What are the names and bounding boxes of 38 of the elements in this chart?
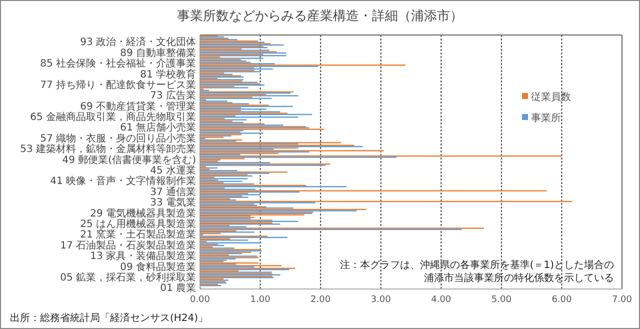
- x-tick-label: 2.00: [310, 295, 331, 305]
- y-tick-label: 17 石油製品・石炭製品製造業: [60, 239, 196, 252]
- y-tick-label: 89 自動車整備業: [120, 46, 196, 59]
- y-tick-label: 93 政治・経済・文化団体: [80, 36, 196, 48]
- y-tick-label: 37 通信業: [150, 186, 196, 198]
- y-tick-label: 57 織物・衣服・身の回り品小売業: [40, 132, 196, 144]
- x-tick-label: 6.00: [552, 295, 572, 305]
- legend-label: 従業員数: [531, 91, 571, 103]
- y-tick-label: 45 水運業: [150, 164, 196, 177]
- y-tick-label: 53 建築材料，鉱物・金属材料等卸売業: [20, 143, 196, 156]
- y-tick-label: 41 映像・音声・文字情報制作業: [50, 175, 196, 188]
- y-tick-label: 01 農業: [160, 282, 196, 294]
- x-tick-label: 3.00: [370, 295, 392, 305]
- y-tick-label: 73 広告業: [150, 90, 196, 102]
- y-tick-label: 13 家具・装備品製造業: [90, 250, 196, 262]
- y-tick-label: 09 食料品製造業: [120, 260, 196, 273]
- chart-title: 事業所数などからみる産業構造・詳細（浦添市）: [177, 8, 463, 24]
- x-tick-label: 0.00: [190, 295, 210, 305]
- annotation: 注：本グラフは、沖縄県の各事業所を基準(＝1)とした場合の: [340, 259, 614, 271]
- x-tick-label: 4.00: [431, 295, 452, 305]
- y-tick-label: 29 電気機械器具製造業: [90, 207, 196, 220]
- y-tick-label: 81 学校教育: [140, 68, 196, 80]
- x-tick-label: 1.00: [250, 295, 271, 305]
- y-tick-label: 25 はん用機械器具製造業: [80, 218, 196, 230]
- x-tick-label: 5.00: [491, 295, 512, 305]
- y-tick-label: 49 郵便業(信書便事業を含む): [62, 154, 196, 166]
- y-tick-label: 33 電気業: [150, 196, 196, 209]
- y-tick-label: 69 不動産賃貸業・管理業: [80, 100, 196, 112]
- y-tick-label: 61 無店舗小売業: [120, 122, 196, 134]
- x-tick-label: 7.00: [612, 295, 632, 305]
- y-tick-label: 77 持ち帰り・配達飲食サービス業: [40, 78, 196, 91]
- text: 出所：総務省統計局「経済センサス(H24)」: [10, 312, 208, 324]
- y-tick-label: 85 社会保険・社会福祉・介護事業: [40, 58, 196, 70]
- annotation: 浦添市当該事業所の特化係数を示している: [424, 272, 614, 284]
- y-tick-label: 65 金融商品取引業，商品先物取引業: [30, 111, 196, 124]
- legend-label: 事業所: [531, 112, 561, 124]
- y-tick-label: 05 鉱業，採石業，砂利採取業: [60, 271, 196, 284]
- y-tick-label: 21 窯業・土石製品製造業: [80, 228, 196, 241]
